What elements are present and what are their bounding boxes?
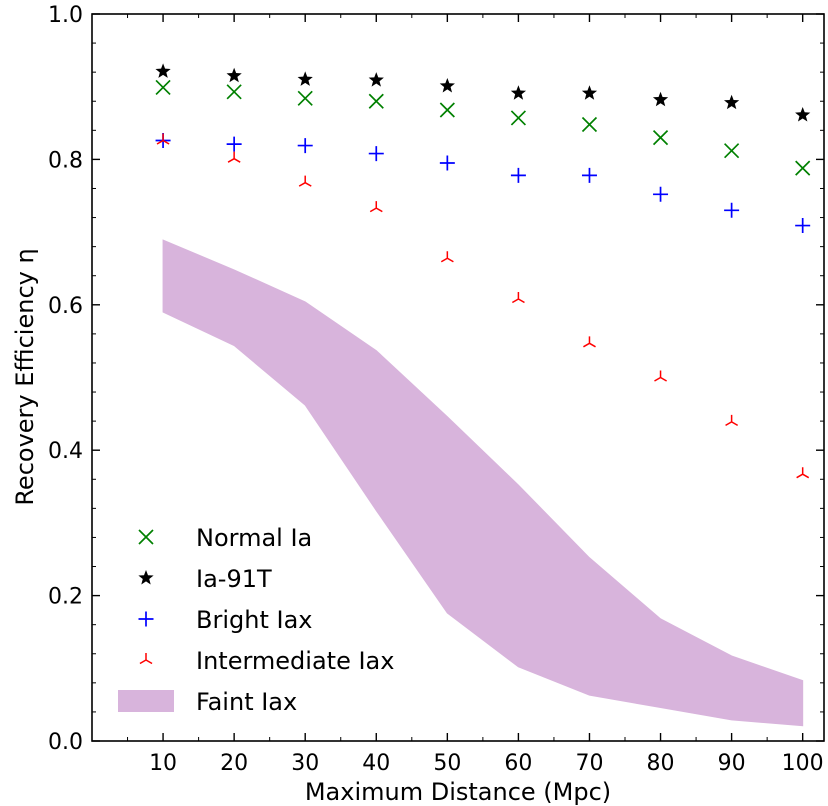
x-tick-label: 80 — [647, 751, 675, 776]
x-tick-label: 30 — [291, 751, 319, 776]
legend-item-ia-91t: Ia-91T — [138, 565, 272, 593]
bright-iax-point — [439, 155, 455, 171]
legend-marker-normal-ia — [138, 529, 154, 545]
intermediate-iax-point — [156, 133, 170, 145]
intermediate-iax-point — [654, 370, 667, 382]
legend-item-normal-ia: Normal Ia — [138, 524, 312, 552]
markers-layer — [155, 63, 811, 479]
bright-iax-point — [581, 167, 597, 183]
x-tick-label: 90 — [718, 751, 746, 776]
ticks-layer: 10 20 30 40 50 60 70 80 90 100 0.0 0.2 0.4 0.6 0.8 1.0 — [48, 3, 824, 776]
bright-iax-point — [226, 136, 242, 152]
legend: Normal Ia Ia-91T Bright Iax Intermediate Ia… — [118, 524, 394, 716]
y-tick-label: 0.6 — [48, 294, 83, 319]
legend-marker-ia-91t — [138, 570, 154, 585]
series-ia-91t — [155, 63, 811, 122]
intermediate-iax-point — [583, 336, 596, 348]
faint-iax-band-layer — [162, 239, 804, 727]
legend-label-faint-iax: Faint Iax — [196, 688, 297, 716]
y-tick-label: 1.0 — [48, 3, 83, 28]
normal-ia-point — [581, 116, 598, 133]
normal-ia-point — [724, 143, 740, 159]
x-tick-label: 100 — [782, 751, 824, 776]
ia-91t-point — [724, 94, 740, 110]
legend-item-faint-iax: Faint Iax — [118, 688, 297, 716]
legend-item-intermediate-iax: Intermediate Iax — [139, 647, 394, 675]
x-tick-label: 20 — [220, 751, 248, 776]
y-tick-label: 0.2 — [48, 585, 83, 610]
ia-91t-point — [297, 71, 313, 86]
legend-marker-bright-iax — [138, 611, 154, 627]
ia-91t-point — [795, 107, 811, 122]
legend-label-intermediate-iax: Intermediate Iax — [196, 647, 394, 675]
normal-ia-point — [226, 84, 242, 100]
bright-iax-point — [724, 202, 740, 218]
bright-iax-point — [297, 138, 313, 154]
normal-ia-point — [155, 79, 171, 96]
y-tick-label: 0.0 — [48, 730, 83, 755]
intermediate-iax-point — [796, 467, 810, 479]
y-axis-label: Recovery Efficiency η — [11, 248, 39, 505]
legend-swatch-faint-iax — [118, 690, 174, 712]
legend-marker-intermediate-iax — [139, 653, 153, 665]
normal-ia-point — [652, 129, 669, 146]
normal-ia-point — [297, 90, 313, 106]
series-intermediate-iax — [156, 133, 810, 479]
x-axis-label: Maximum Distance (Mpc) — [305, 778, 611, 806]
bright-iax-point — [368, 146, 384, 162]
x-tick-label: 50 — [433, 751, 461, 776]
ia-91t-point — [439, 77, 455, 93]
normal-ia-point — [368, 93, 384, 109]
legend-label-normal-ia: Normal Ia — [196, 524, 312, 552]
bright-iax-point — [795, 218, 811, 234]
x-tick-label: 40 — [362, 751, 390, 776]
intermediate-iax-point — [369, 201, 383, 213]
ia-91t-point — [368, 72, 384, 87]
bright-iax-point — [510, 167, 526, 183]
legend-label-ia-91t: Ia-91T — [196, 565, 272, 593]
x-tick-label: 60 — [504, 751, 532, 776]
series-bright-iax — [155, 132, 811, 234]
ia-91t-point — [155, 63, 171, 78]
x-tick-label: 70 — [575, 751, 603, 776]
ia-91t-point — [581, 85, 598, 100]
ia-91t-point — [652, 91, 669, 107]
legend-label-bright-iax: Bright Iax — [196, 606, 312, 634]
intermediate-iax-point — [227, 151, 241, 163]
intermediate-iax-point — [725, 414, 739, 426]
normal-ia-point — [795, 160, 811, 176]
bright-iax-point — [653, 186, 669, 202]
x-tick-label: 10 — [149, 751, 177, 776]
y-tick-label: 0.8 — [48, 148, 83, 173]
intermediate-iax-point — [440, 251, 454, 263]
normal-ia-point — [439, 102, 455, 118]
intermediate-iax-point — [511, 291, 525, 304]
faint-iax-band — [162, 239, 804, 727]
normal-ia-point — [510, 110, 527, 126]
ia-91t-point — [510, 85, 527, 100]
legend-item-bright-iax: Bright Iax — [138, 606, 312, 634]
intermediate-iax-point — [298, 175, 312, 187]
ia-91t-point — [226, 67, 242, 83]
y-tick-label: 0.4 — [48, 439, 83, 464]
plot-frame — [91, 13, 825, 742]
series-normal-ia — [155, 79, 811, 176]
